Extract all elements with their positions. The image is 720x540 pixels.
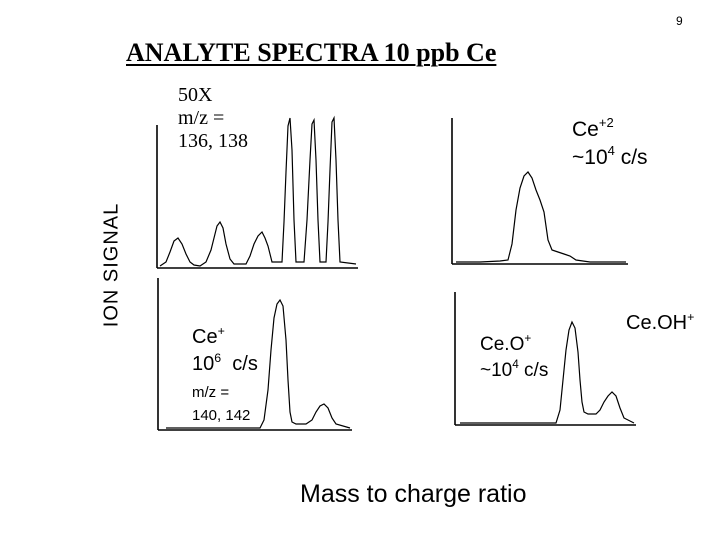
panel-top-left-line2: m/z = bbox=[178, 107, 225, 129]
page-number: 9 bbox=[676, 14, 683, 28]
panel-top-left-trace bbox=[159, 115, 357, 267]
ce-2plus-rate: ~104 c/s bbox=[572, 143, 648, 170]
panel-bottom-left-label: Ce+ 106 c/s m/z = 140, 142 bbox=[192, 324, 258, 425]
panel-top-right-spectrum bbox=[451, 118, 628, 265]
panel-top-left-line3: 136, 138 bbox=[178, 130, 248, 152]
panel-top-left-spectrum bbox=[156, 115, 358, 269]
ceo-plus-species: Ce.O+ bbox=[480, 332, 532, 355]
panel-bottom-right-label: Ce.O+ ~104 c/s bbox=[480, 332, 549, 382]
panel-bottom-left-trace bbox=[166, 298, 351, 429]
ce-plus-species: Ce+ bbox=[192, 324, 225, 348]
ce-plus-mz-line2: 140, 142 bbox=[192, 407, 251, 425]
ce-2plus-species: Ce+2 bbox=[572, 115, 614, 141]
x-axis-label: Mass to charge ratio bbox=[300, 480, 527, 508]
panel-far-right-label: Ce.OH+ bbox=[626, 310, 695, 335]
ce-plus-mz-line1: m/z = bbox=[192, 384, 230, 401]
panel-top-left-line1: 50X bbox=[178, 84, 213, 106]
panel-top-right-trace bbox=[456, 171, 626, 263]
ce-plus-rate: 106 c/s bbox=[192, 351, 258, 375]
panel-bottom-right-spectrum bbox=[454, 292, 636, 426]
panel-top-left-label: 50X m/z = 136, 138 bbox=[178, 84, 248, 153]
ceo-plus-rate: ~104 c/s bbox=[480, 357, 549, 381]
panel-bottom-right-trace bbox=[460, 320, 635, 424]
panel-bottom-left-spectrum bbox=[157, 278, 352, 431]
ceoh-plus-species: Ce.OH+ bbox=[626, 310, 695, 334]
panel-top-right-label: Ce+2 ~104 c/s bbox=[572, 115, 648, 170]
slide-title: ANALYTE SPECTRA 10 ppb Ce bbox=[126, 38, 497, 67]
